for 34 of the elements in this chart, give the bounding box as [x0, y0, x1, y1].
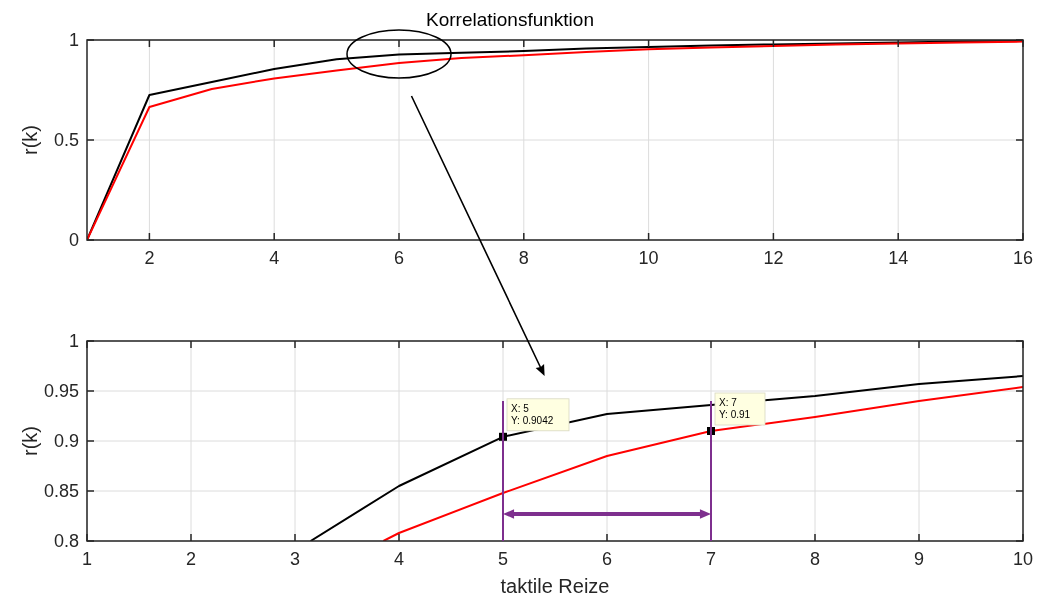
y-axis-title: r(k)	[19, 426, 41, 456]
y-tick-label: 1	[68, 30, 79, 50]
y-axis-title: r(k)	[19, 125, 41, 155]
chart-title: Korrelationsfunktion	[426, 9, 594, 30]
x-tick-label: 9	[913, 549, 925, 569]
y-tick-label: 0.85	[43, 481, 79, 501]
x-tick-label: 7	[705, 549, 717, 569]
x-tick-label: 14	[888, 248, 909, 268]
annotation: X: 5 Y: 0.9042	[511, 402, 554, 426]
y-tick-label: 0.95	[43, 381, 79, 401]
x-tick-label: 6	[601, 549, 613, 569]
x-tick-label: 16	[1012, 248, 1034, 268]
line-series	[87, 40, 1023, 240]
y-tick-label: 0	[68, 230, 79, 250]
x-tick-label: 4	[393, 549, 405, 569]
x-tick-label: 8	[518, 248, 529, 268]
x-tick-label: 3	[289, 549, 301, 569]
x-tick-label: 10	[1012, 549, 1034, 569]
y-tick-label: 1	[68, 331, 79, 351]
x-tick-label: 6	[393, 248, 405, 268]
x-tick-label: 8	[809, 549, 821, 569]
x-tick-label: 12	[763, 248, 784, 268]
x-tick-label: 5	[497, 549, 509, 569]
annotation: X: 7 Y: 0.91	[719, 397, 751, 420]
y-tick-label: 0.5	[53, 130, 79, 150]
x-tick-label: 1	[81, 549, 93, 569]
x-tick-label: 2	[144, 248, 155, 268]
line-series	[382, 386, 1023, 541]
x-tick-label: 2	[185, 549, 197, 569]
x-axis-title: taktile Reize	[500, 575, 610, 597]
y-tick-label: 0.8	[53, 531, 79, 551]
x-tick-label: 10	[638, 248, 659, 268]
y-tick-label: 0.9	[53, 431, 79, 451]
x-tick-label: 4	[269, 248, 280, 268]
